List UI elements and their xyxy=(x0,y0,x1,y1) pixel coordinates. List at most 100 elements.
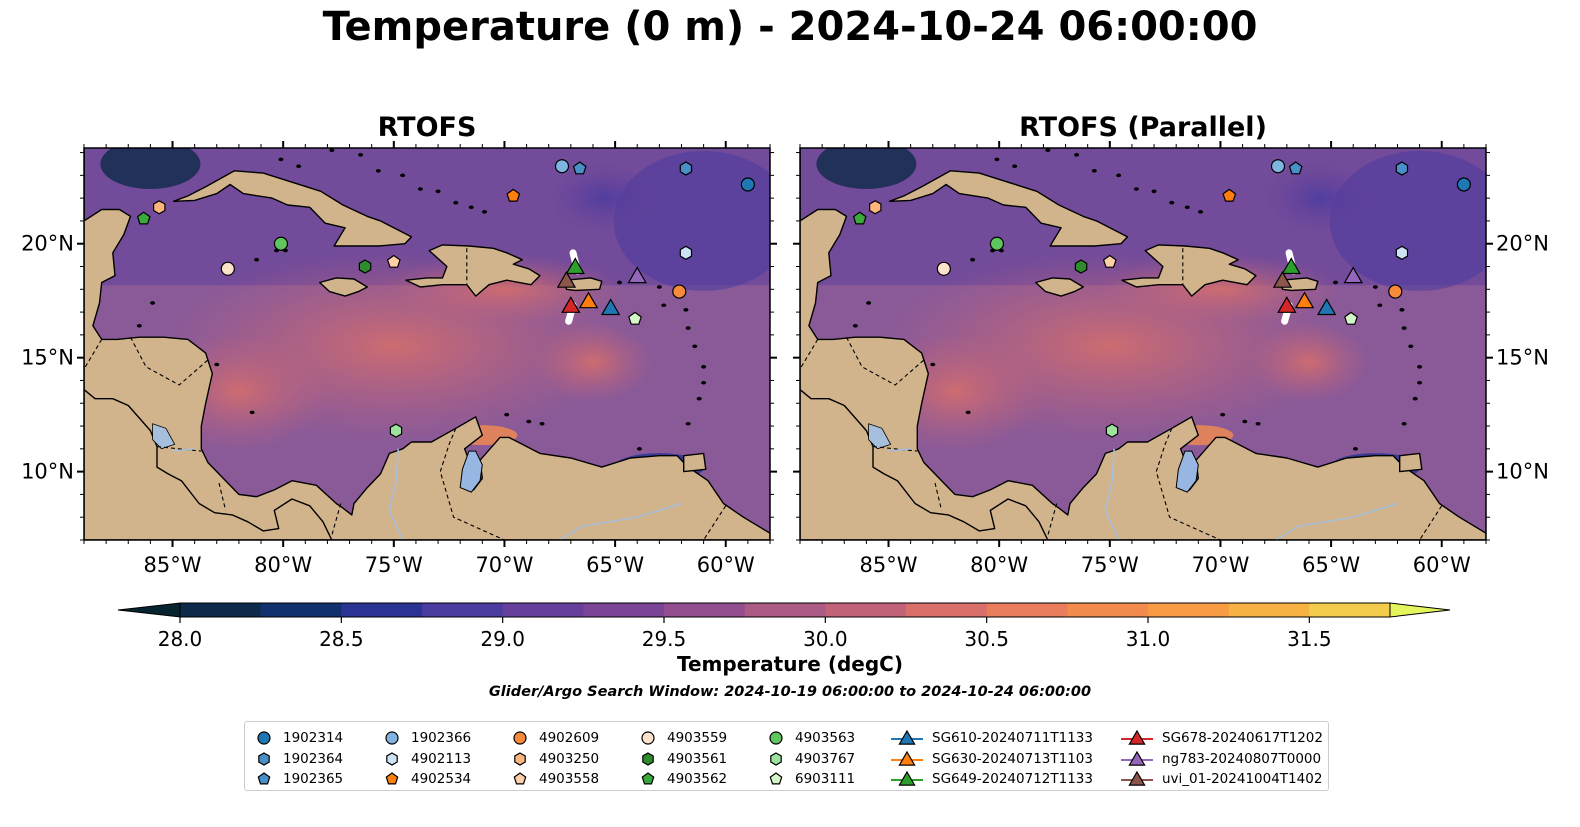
colorbar-bin xyxy=(825,603,907,617)
small-island xyxy=(1012,164,1018,169)
glider-SG630-20240713T1103 xyxy=(1294,291,1315,309)
border-line xyxy=(934,482,943,511)
lake-nicaragua xyxy=(868,423,892,450)
small-island xyxy=(692,344,698,349)
legend-label: 4902534 xyxy=(411,771,472,788)
lon-tick-label: 70°W xyxy=(1191,553,1249,577)
glider-ng783-20240807T0000 xyxy=(1343,266,1363,284)
lon-tick-label: 85°W xyxy=(144,553,202,577)
platform-4903558 xyxy=(386,254,401,268)
river-san-juan xyxy=(888,448,911,452)
map-panel-left: 85°W 80°W 75°W 70°W 65°W 60°W 10°N 15°N 20°N xyxy=(21,141,777,577)
platform-4903558 xyxy=(1102,254,1117,268)
legend-marker xyxy=(514,752,526,766)
small-island xyxy=(866,301,872,305)
platform-4902534 xyxy=(1222,188,1237,202)
pentagon-marker-icon xyxy=(641,772,655,785)
colorbar-label: Temperature (degC) xyxy=(677,652,903,676)
legend-column: 4903563 4903767 6903111 xyxy=(765,728,855,790)
border-line xyxy=(800,339,819,370)
colorbar-bin xyxy=(744,603,826,617)
legend-marker xyxy=(641,772,655,785)
small-island xyxy=(435,189,441,194)
platform-1902366 xyxy=(1270,159,1286,174)
small-island xyxy=(1116,173,1122,178)
colorbar-tick-label: 30.0 xyxy=(803,627,848,651)
legend-item: 4903767 xyxy=(765,749,855,770)
legend-label: 4902113 xyxy=(411,750,472,767)
lat-tick-label: 15°N xyxy=(21,346,74,370)
small-island xyxy=(214,362,220,367)
lon-tick-label: 60°W xyxy=(697,553,755,577)
lon-tick-label: 60°W xyxy=(1413,553,1471,577)
circle-marker-icon xyxy=(385,731,399,745)
small-island xyxy=(296,164,302,169)
legend-item: 4903250 xyxy=(509,749,599,770)
small-island xyxy=(930,362,936,367)
platform-1902314 xyxy=(740,177,755,192)
small-island xyxy=(468,205,474,210)
small-island xyxy=(1255,421,1261,426)
small-island xyxy=(482,210,488,214)
small-island xyxy=(358,153,364,157)
lon-tick-label: 65°W xyxy=(1302,553,1360,577)
lon-tick-label: 75°W xyxy=(365,553,423,577)
legend-label: SG630-20240713T1103 xyxy=(932,750,1093,767)
platform-4902609 xyxy=(672,284,687,299)
search-window-text: Glider/Argo Search Window: 2024-10-19 06… xyxy=(488,684,1092,700)
legend-label: 1902314 xyxy=(283,730,344,747)
legend-column: 4903559 4903561 4903562 xyxy=(637,728,727,790)
lon-tick-label: 80°W xyxy=(970,553,1028,577)
lat-tick-label: 10°N xyxy=(1496,460,1549,484)
small-island xyxy=(656,285,662,289)
legend-marker xyxy=(641,731,655,745)
legend-label: SG678-20240617T1202 xyxy=(1162,730,1323,747)
small-island xyxy=(636,447,642,451)
legend-column: 1902366 4902113 4902534 xyxy=(381,728,471,790)
platform-4903559 xyxy=(220,261,235,276)
legend-item: 1902366 xyxy=(381,728,471,749)
platform-4902609 xyxy=(1388,284,1403,299)
border-line xyxy=(872,446,918,452)
small-island xyxy=(965,410,971,415)
small-island xyxy=(1417,364,1423,369)
legend-item: uvi_01-20241004T1402 xyxy=(1120,769,1323,790)
small-island xyxy=(254,257,260,262)
ocean-eddy-cool xyxy=(549,163,660,234)
small-island xyxy=(683,308,689,312)
legend-item: SG678-20240617T1202 xyxy=(1120,728,1323,749)
small-island xyxy=(1184,205,1190,210)
ocean-eddy-cool xyxy=(1265,163,1376,234)
map-frame xyxy=(83,147,771,541)
colorbar-bin xyxy=(1067,603,1149,617)
legend-marker xyxy=(386,752,398,766)
land-jamaica xyxy=(319,277,368,297)
hexagon-marker-icon xyxy=(770,752,782,766)
platform-1902366 xyxy=(554,159,570,174)
small-island xyxy=(453,200,459,205)
glider-ng783-20240807T0000 xyxy=(627,266,647,284)
legend-marker xyxy=(642,752,654,766)
lon-tick-label: 80°W xyxy=(254,553,312,577)
small-island xyxy=(539,421,545,426)
river-magdalena xyxy=(388,448,404,540)
legend-column: 1902314 1902364 1902365 xyxy=(253,728,343,790)
triangle-marker-icon xyxy=(891,750,923,766)
legend-item: ng783-20240807T0000 xyxy=(1120,749,1323,770)
legend-label: 4903561 xyxy=(667,750,728,767)
legend-marker xyxy=(257,772,271,785)
legend-marker xyxy=(769,731,783,745)
platform-4902113 xyxy=(1395,245,1409,260)
legend-marker xyxy=(769,772,783,785)
hexagon-marker-icon xyxy=(514,752,526,766)
border-line xyxy=(1047,503,1058,536)
legend-marker xyxy=(258,752,270,766)
small-island xyxy=(1133,187,1139,191)
legend-item: 1902365 xyxy=(253,769,343,790)
legend-label: uvi_01-20241004T1402 xyxy=(1162,771,1323,788)
land-centralAmerica xyxy=(84,148,770,540)
colorbar-over-arrow xyxy=(1389,602,1451,618)
colorbar: 28.0 28.5 29.0 29.5 30.0 30.5 31.0 31.5 xyxy=(117,602,1451,651)
small-island xyxy=(329,148,335,153)
colorbar-bin xyxy=(341,603,423,617)
